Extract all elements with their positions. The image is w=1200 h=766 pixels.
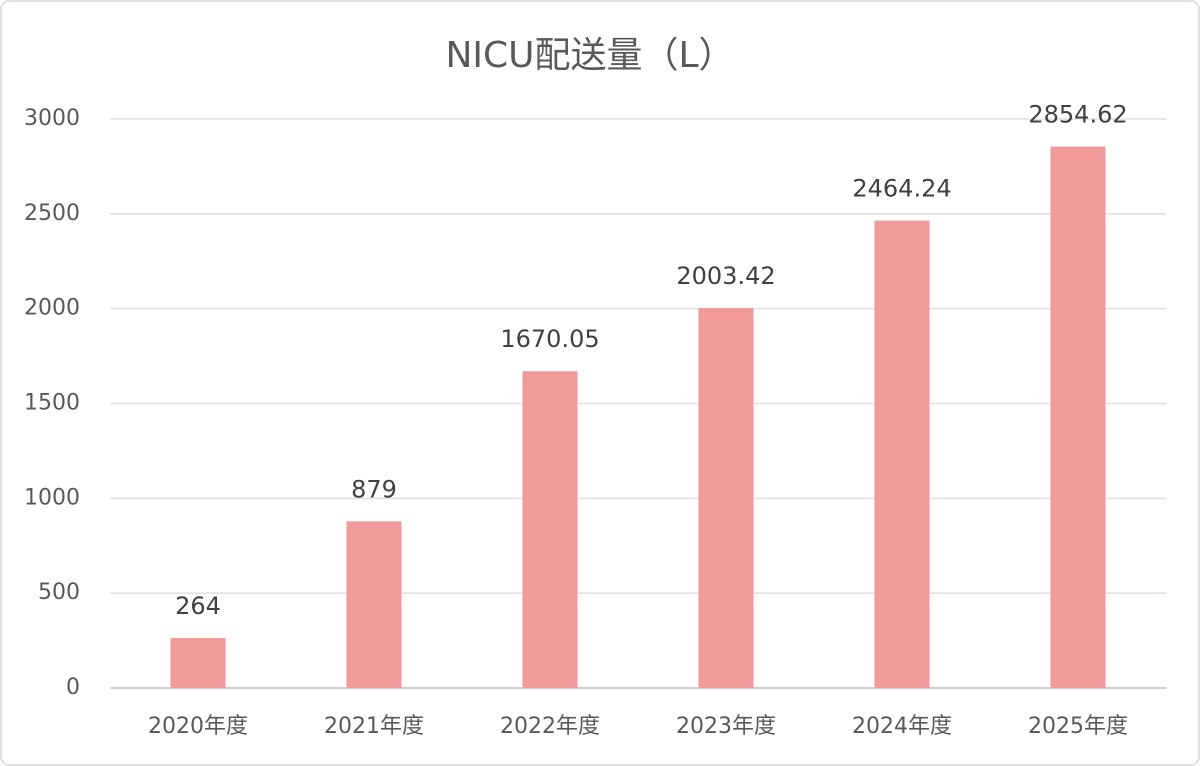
data-label: 2003.42: [676, 262, 775, 290]
x-tick-label: 2023年度: [676, 714, 776, 739]
x-tick-label: 2025年度: [1028, 714, 1128, 739]
chart-title: NICU配送量（L）: [445, 35, 734, 76]
y-tick-label: 3000: [24, 106, 80, 131]
x-tick-label: 2020年度: [148, 714, 248, 739]
x-tick-label: 2021年度: [324, 714, 424, 739]
bar: [346, 521, 402, 688]
data-label: 2854.62: [1028, 101, 1127, 129]
bar: [874, 220, 930, 688]
bar: [1050, 146, 1106, 689]
data-label: 879: [351, 475, 397, 503]
y-tick-label: 2000: [24, 296, 80, 321]
data-label: 264: [175, 592, 221, 620]
data-label: 2464.24: [852, 175, 951, 203]
y-tick-label: 1000: [24, 485, 80, 510]
bar: [170, 637, 226, 688]
y-tick-label: 1500: [24, 391, 80, 416]
x-tick-label: 2024年度: [852, 714, 952, 739]
x-tick-label: 2022年度: [500, 714, 600, 739]
y-tick-label: 2500: [24, 201, 80, 226]
y-tick-label: 500: [38, 580, 80, 605]
bar: [698, 308, 754, 688]
y-tick-label: 0: [66, 675, 80, 700]
data-label: 1670.05: [500, 325, 599, 353]
bar: [522, 371, 578, 688]
